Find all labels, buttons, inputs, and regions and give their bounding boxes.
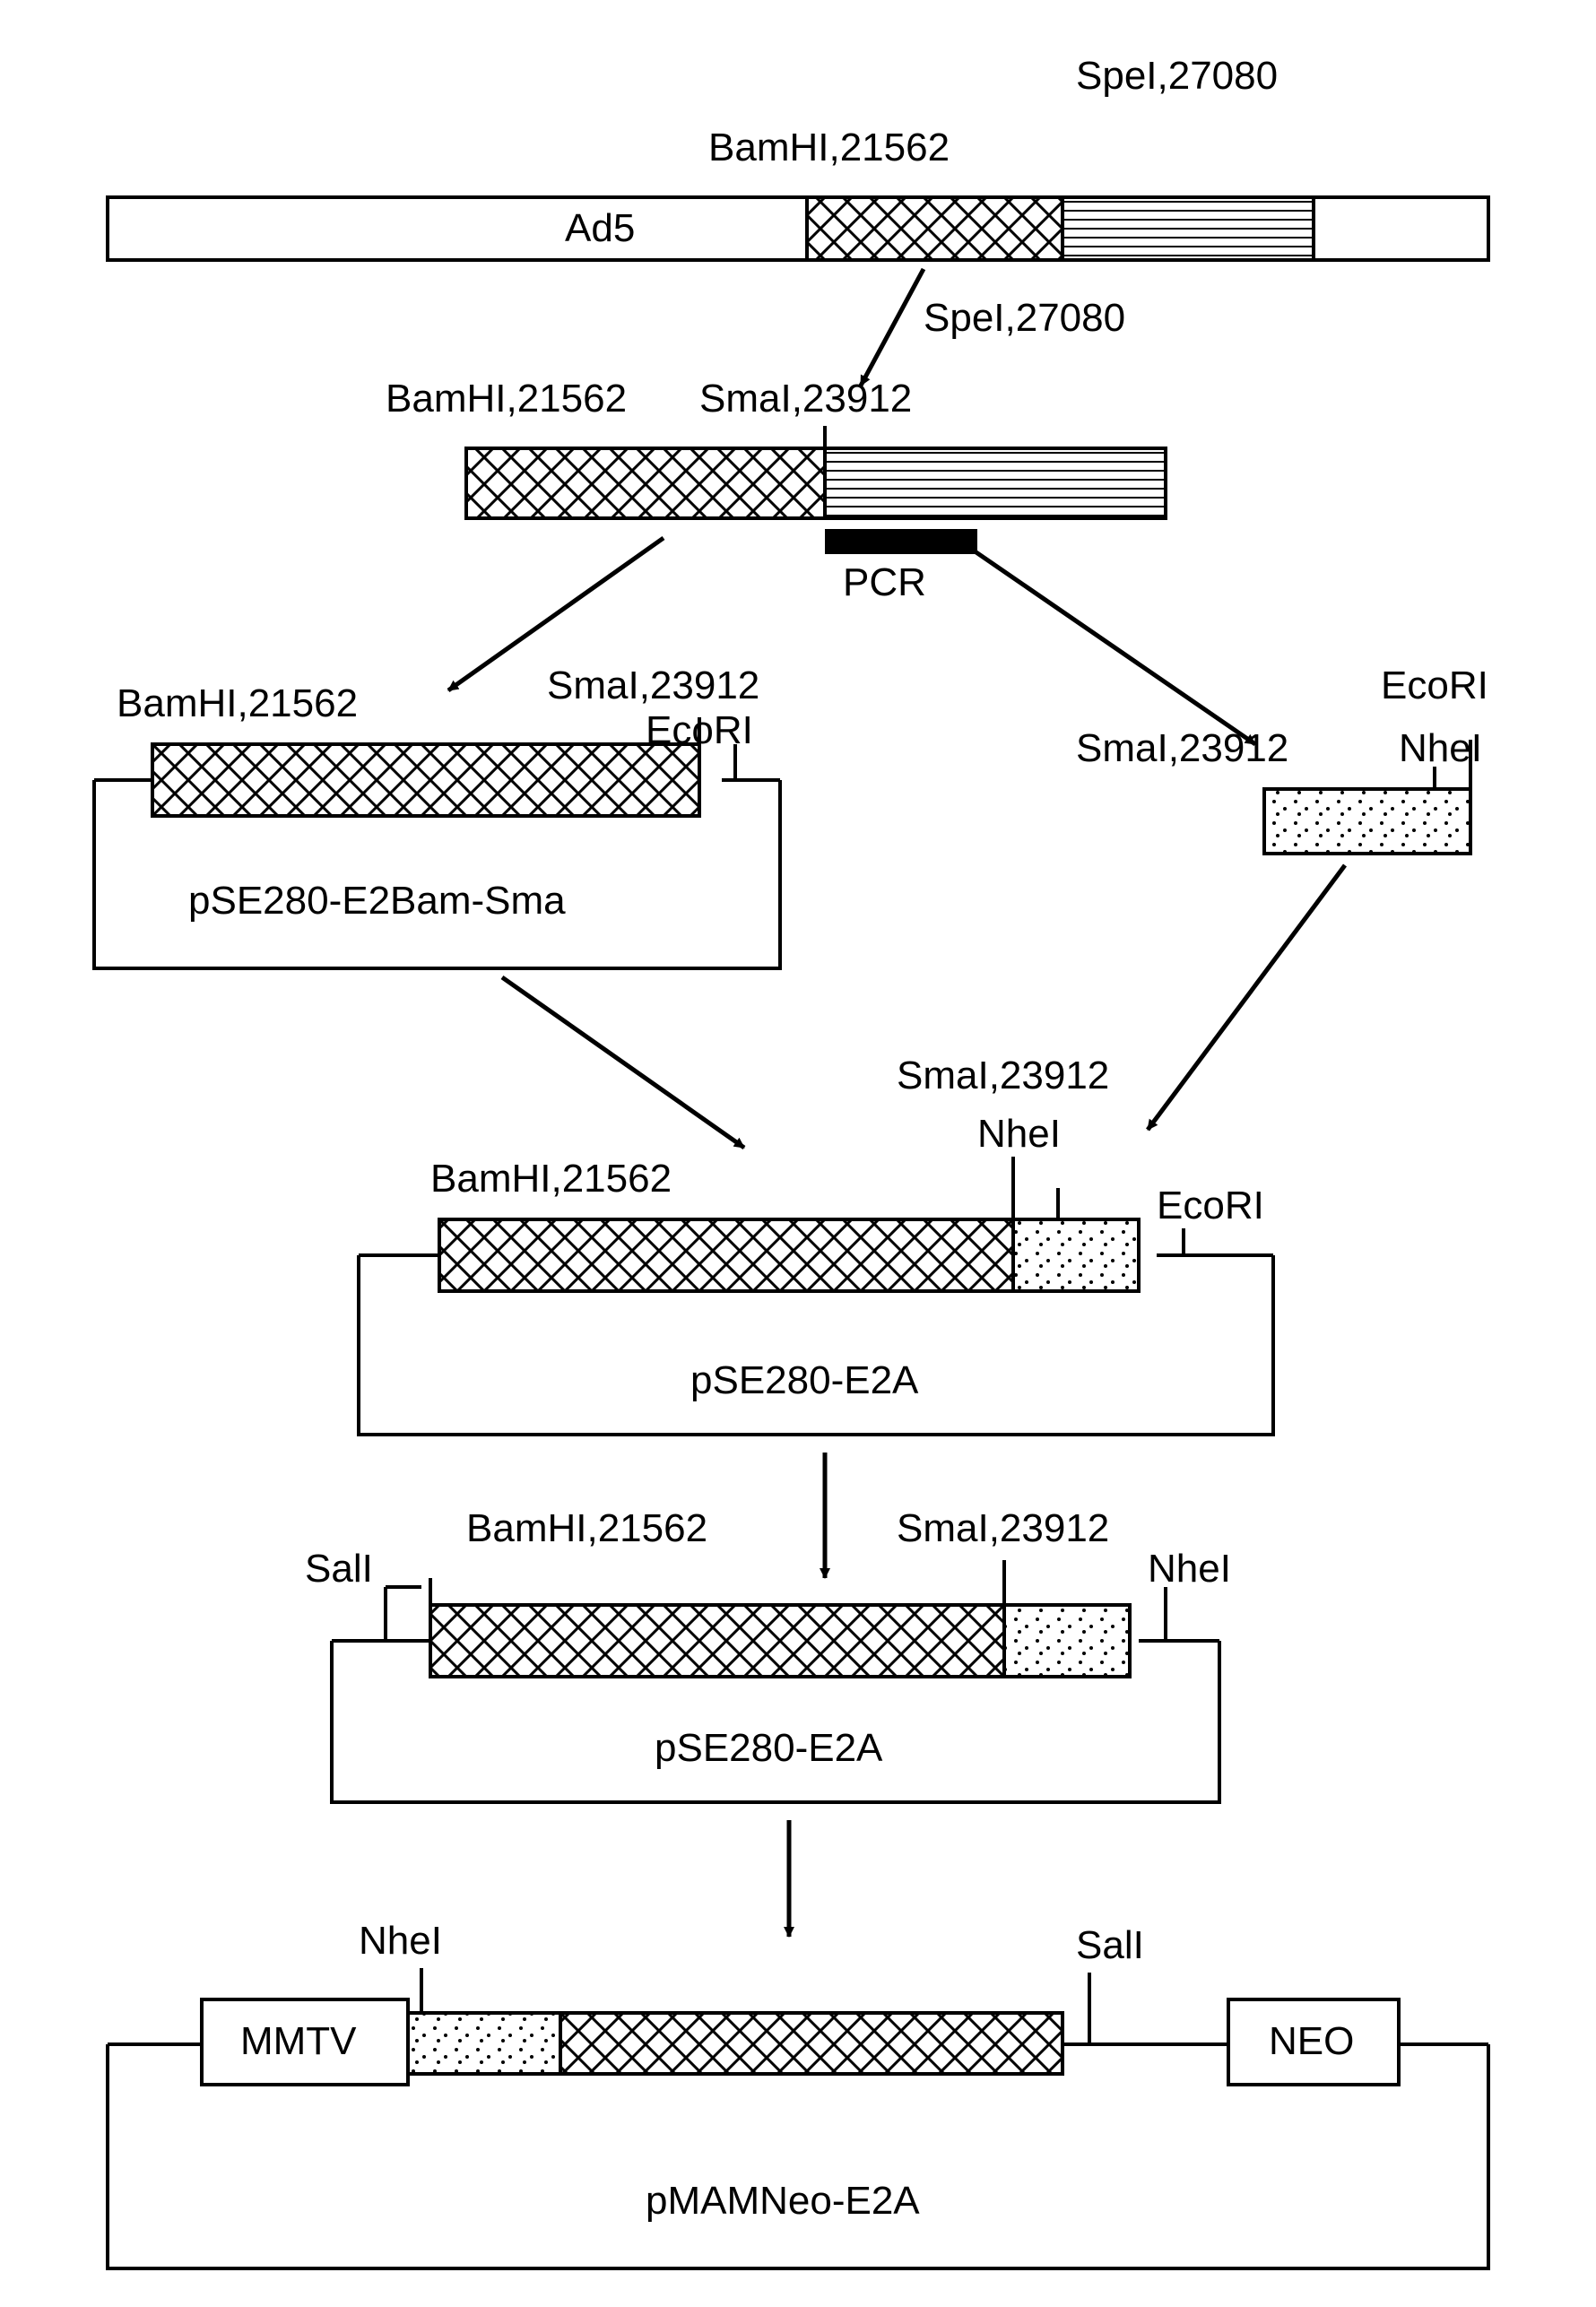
label-bamhi-3: BamHI,21562 [117,681,358,726]
label-bamhi-2: BamHI,21562 [386,377,627,421]
label-nhei-7: NheI [359,1919,442,1964]
label-pmamneo: pMAMNeo-E2A [646,2179,920,2224]
label-bamhi-top: BamHI,21562 [708,126,950,170]
label-neo: NEO [1269,2019,1354,2064]
ad5-hlines [1063,197,1314,260]
label-sali-6: SalI [305,1547,373,1591]
pcr-bar [825,529,977,554]
vec6 [108,2044,1488,2268]
vec3L-insert [152,744,699,816]
pcr-product [1264,789,1470,854]
label-mmtv: MMTV [240,2019,357,2064]
label-ecori-3: EcoRI [646,708,753,753]
label-pse-e2a-1: pSE280-E2A [690,1358,918,1403]
frag2-crosshatch [466,448,825,518]
label-spei-top: SpeI,27080 [1076,54,1278,99]
label-nhei-4r: NheI [1399,726,1482,771]
label-sali-7: SalI [1076,1923,1144,1968]
diagram-canvas: SpeI,27080 BamHI,21562 Ad5 SpeI,27080 Ba… [0,0,1596,2307]
arrow-1 [861,269,924,386]
label-smai-3: SmaI,23912 [547,663,759,708]
vec5 [332,1641,1219,1802]
label-ecori-5: EcoRI [1157,1184,1264,1228]
arrow-3R [1148,865,1345,1130]
arrow-2R [968,547,1255,744]
label-ecori-4r: EcoRI [1381,663,1488,708]
label-smai-6: SmaI,23912 [897,1506,1109,1551]
vec3L [94,780,780,968]
label-smai-5: SmaI,23912 [897,1054,1109,1098]
label-nhei-5: NheI [977,1112,1061,1157]
label-smai-2: SmaI,23912 [699,377,912,421]
ad5-crosshatch [807,197,1063,260]
label-pse-bam-sma: pSE280-E2Bam-Sma [188,879,566,924]
label-spei-mid: SpeI,27080 [924,296,1125,341]
label-nhei-6: NheI [1148,1547,1231,1591]
frag2-hlines [825,448,1166,518]
ad5-bar [108,197,1488,260]
diagram-svg [0,0,1596,2307]
label-pse-e2a-2: pSE280-E2A [655,1726,882,1771]
label-ad5: Ad5 [565,206,635,251]
label-bamhi-5: BamHI,21562 [430,1157,672,1201]
arrow-3L [502,977,744,1148]
label-bamhi-6: BamHI,21562 [466,1506,707,1551]
label-pcr: PCR [843,560,926,605]
vec4 [359,1255,1273,1435]
label-smai-4r: SmaI,23912 [1076,726,1288,771]
